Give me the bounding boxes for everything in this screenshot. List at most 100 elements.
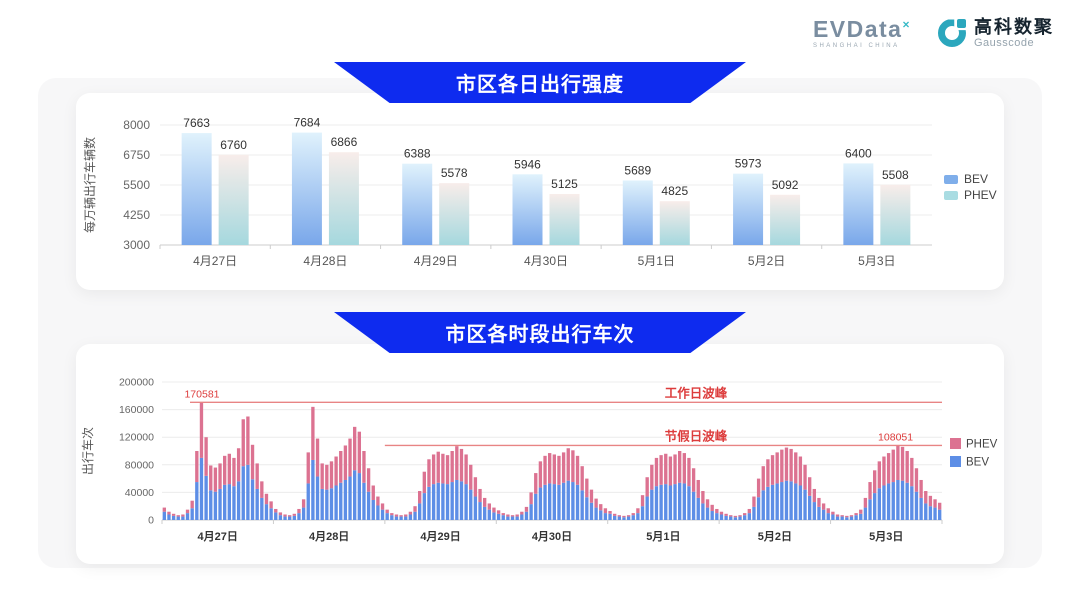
phev-bar — [645, 477, 649, 497]
bev-bar — [473, 496, 478, 520]
phev-bar — [724, 513, 728, 516]
phev-bar — [854, 513, 858, 516]
phev-bar — [515, 514, 519, 517]
y-tick-label: 6750 — [123, 148, 150, 162]
phev-value-label: 5125 — [551, 177, 578, 191]
bev-bar — [710, 511, 714, 520]
phev-bar — [789, 448, 793, 482]
phev-bar — [821, 503, 826, 510]
phev-bar — [413, 506, 417, 512]
bev-bar — [408, 514, 413, 520]
bev-bar — [501, 515, 505, 520]
phev-bar — [348, 438, 352, 477]
phev-bar — [914, 468, 919, 492]
bev-bar — [297, 513, 301, 520]
phev-bar — [770, 455, 775, 485]
bev-bar — [209, 490, 213, 520]
gausscode-name: 高科数聚 Gausscode — [974, 18, 1054, 49]
phev-value-label: 5508 — [882, 168, 909, 182]
evdata-x-icon: × — [902, 17, 911, 32]
phev-bar — [418, 491, 422, 504]
phev-bar — [283, 514, 287, 517]
bev-bar — [938, 509, 942, 520]
phev-bar — [394, 514, 399, 517]
bev-bar — [843, 163, 874, 245]
daily-intensity-title: 市区各日出行强度 — [456, 74, 624, 96]
bev-bar — [882, 485, 886, 520]
bev-value-label: 5689 — [624, 163, 651, 177]
bev-bar — [640, 506, 645, 520]
x-tick-label: 4月30日 — [532, 530, 572, 543]
phev-bar — [691, 468, 696, 492]
bev-bar — [487, 509, 491, 520]
phev-bar — [849, 515, 854, 517]
bev-bar — [691, 491, 696, 520]
x-tick-label: 4月27日 — [198, 530, 238, 543]
phev-bar — [529, 492, 533, 505]
x-tick-label: 5月1日 — [646, 530, 680, 543]
bev-bar — [512, 174, 543, 245]
phev-bar — [441, 453, 445, 484]
y-tick-label: 120000 — [119, 432, 154, 444]
bev-bar — [585, 497, 589, 520]
phev-bar — [775, 452, 779, 484]
bev-bar — [339, 482, 343, 520]
bev-bar — [506, 516, 510, 520]
phev-bar — [766, 459, 770, 487]
bev-bar — [747, 513, 751, 520]
bev-bar — [914, 491, 919, 520]
bev-bar — [696, 497, 700, 520]
bev-bar — [626, 516, 631, 520]
bev-bar — [162, 511, 166, 520]
bev-bar — [910, 486, 914, 520]
bev-bar — [891, 482, 895, 520]
phev-bar — [190, 500, 194, 509]
x-tick-label: 4月29日 — [420, 530, 460, 543]
phev-bar — [636, 508, 640, 514]
phev-bar — [464, 454, 468, 485]
phev-value-label: 5578 — [441, 166, 468, 180]
phev-bar — [580, 466, 584, 491]
bev-bar — [868, 499, 872, 520]
phev-bar — [738, 515, 742, 517]
bev-bar — [705, 507, 710, 520]
bev-bar — [845, 517, 849, 520]
bev-bar — [181, 516, 185, 520]
logo-bar: EVData× SHANGHAI CHINA 高科数聚 Gausscode — [0, 0, 1080, 56]
bev-bar — [761, 490, 765, 520]
legend-bev-label: BEV — [966, 457, 989, 469]
bev-bar — [571, 482, 575, 520]
bev-bar — [849, 516, 854, 520]
phev-bar — [278, 512, 283, 516]
phev-bar — [506, 514, 510, 517]
bev-bar — [650, 489, 654, 520]
bev-bar — [357, 473, 361, 520]
phev-bar — [366, 468, 371, 492]
bev-bar — [552, 484, 556, 520]
bev-bar — [631, 515, 635, 520]
phev-bar — [473, 477, 478, 497]
bev-bar — [315, 476, 320, 520]
bev-bar — [204, 475, 208, 520]
bev-bar — [803, 489, 807, 520]
bev-bar — [896, 479, 900, 520]
phev-bar — [863, 497, 868, 508]
bev-bar — [645, 496, 649, 520]
bev-bar — [218, 488, 222, 520]
bev-value-label: 5946 — [514, 157, 541, 171]
hourly-trips-title: 市区各时段出行车次 — [445, 324, 635, 346]
phev-bar — [250, 444, 255, 480]
phev-bar — [761, 466, 765, 491]
bev-bar — [752, 506, 756, 520]
phev-bar — [882, 456, 886, 486]
phev-bar — [311, 406, 315, 460]
bev-bar — [548, 483, 552, 520]
bev-bar — [854, 515, 858, 520]
gausscode-name-cn: 高科数聚 — [974, 17, 1054, 37]
bev-bar — [543, 484, 547, 520]
phev-bar — [325, 464, 329, 490]
phev-bar — [315, 438, 320, 477]
phev-bar — [538, 461, 543, 488]
bev-bar — [826, 513, 830, 520]
gausscode-g-icon — [937, 18, 967, 48]
